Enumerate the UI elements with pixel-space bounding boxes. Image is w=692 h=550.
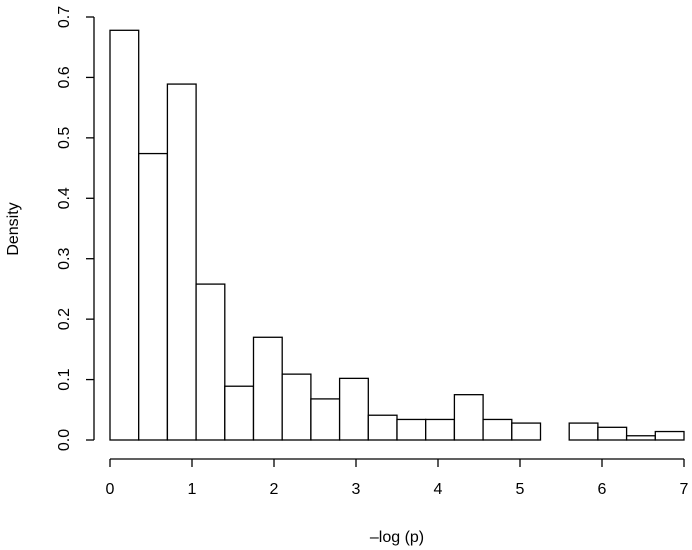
histogram-bar	[625, 435, 656, 441]
histogram-bar	[568, 422, 599, 441]
y-tick-label: 0.0	[56, 429, 73, 451]
histogram-bar	[310, 398, 341, 441]
histogram-bar	[511, 422, 542, 441]
histogram-bar	[453, 394, 484, 441]
y-axis: 0.0 0.1 0.2 0.3 0.4 0.5 0.6 0.7	[56, 6, 95, 451]
histogram-bar	[597, 426, 628, 441]
histogram-bar	[138, 152, 169, 441]
x-tick-label: 6	[598, 481, 607, 498]
histogram-bar	[166, 83, 197, 441]
histogram-bar	[252, 336, 283, 441]
x-tick-label: 7	[680, 481, 689, 498]
x-axis-title: –log (p)	[370, 529, 424, 546]
x-tick-label: 3	[352, 481, 361, 498]
histogram-bar	[281, 373, 312, 441]
y-tick-label: 0.7	[56, 6, 73, 28]
y-tick-label: 0.1	[56, 368, 73, 390]
y-axis-title: Density	[5, 202, 22, 255]
y-tick-label: 0.2	[56, 308, 73, 330]
histogram-bar	[109, 29, 140, 441]
y-tick-label: 0.5	[56, 127, 73, 149]
y-tick-label: 0.3	[56, 247, 73, 269]
histogram-bar	[396, 418, 427, 441]
y-tick-label: 0.6	[56, 66, 73, 88]
y-tick-label: 0.4	[56, 187, 73, 209]
x-tick-label: 0	[106, 481, 115, 498]
histogram-bar	[338, 377, 369, 441]
x-tick-label: 4	[434, 481, 443, 498]
x-tick-label: 2	[270, 481, 279, 498]
histogram-bar	[425, 418, 456, 441]
x-tick-label: 1	[188, 481, 197, 498]
histogram-bar	[654, 430, 685, 441]
histogram-bar	[482, 418, 513, 441]
histogram-bar	[224, 385, 255, 441]
x-axis: 0 1 2 3 4 5 6 7	[106, 458, 689, 498]
histogram-bar	[195, 283, 226, 441]
x-tick-label: 5	[516, 481, 525, 498]
histogram-bar	[367, 414, 398, 441]
histogram-bars	[109, 29, 685, 441]
